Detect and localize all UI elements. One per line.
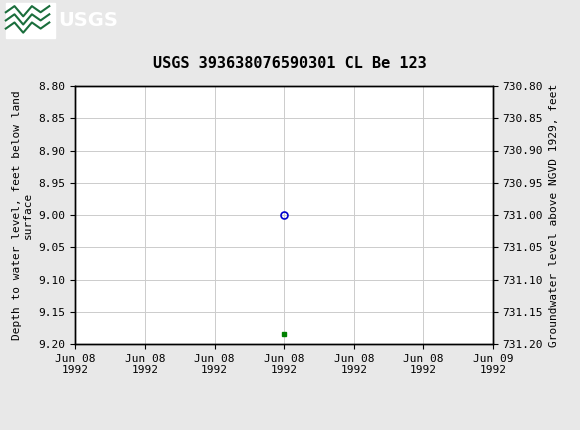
- Y-axis label: Groundwater level above NGVD 1929, feet: Groundwater level above NGVD 1929, feet: [549, 83, 559, 347]
- Y-axis label: Depth to water level, feet below land
surface: Depth to water level, feet below land su…: [12, 90, 33, 340]
- Text: USGS 393638076590301 CL Be 123: USGS 393638076590301 CL Be 123: [153, 56, 427, 71]
- Text: USGS: USGS: [58, 11, 118, 30]
- Legend: Period of approved data: Period of approved data: [187, 428, 382, 430]
- FancyBboxPatch shape: [6, 3, 55, 37]
